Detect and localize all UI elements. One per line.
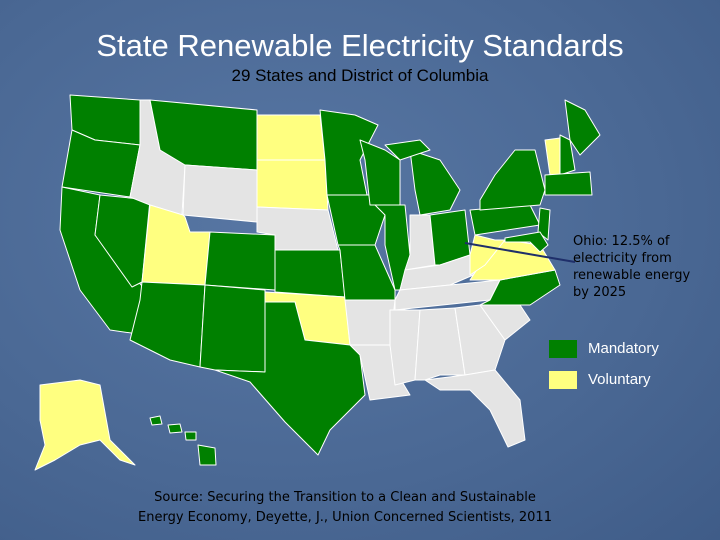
states <box>34 94 601 471</box>
title: State Renewable Electricity Standards <box>96 28 624 63</box>
legend-swatch <box>549 340 577 358</box>
legend-swatch <box>549 371 577 389</box>
legend-label: Voluntary <box>588 371 651 388</box>
legend-label: Mandatory <box>588 340 659 357</box>
source-line: Source: Securing the Transition to a Cle… <box>154 490 536 505</box>
callout-leader <box>464 242 576 263</box>
subtitle: 29 States and District of Columbia <box>231 66 489 85</box>
callout: Ohio: 12.5% of electricity from renewabl… <box>573 234 691 300</box>
source-line: Energy Economy, Deyette, J., Union Conce… <box>138 510 552 525</box>
